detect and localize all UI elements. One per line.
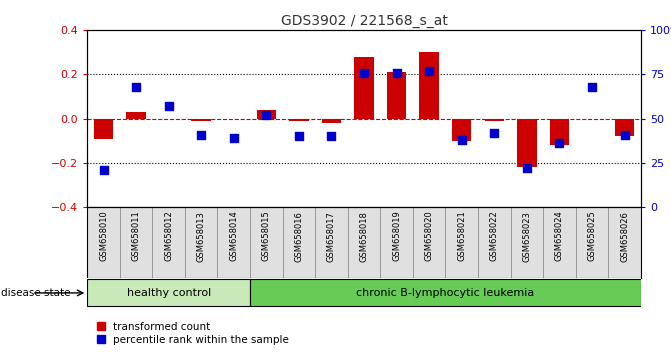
Bar [615,119,634,136]
FancyBboxPatch shape [250,279,641,307]
Text: GSM658011: GSM658011 [132,211,141,261]
Point [391,70,402,75]
Bar [386,72,407,119]
Bar [517,119,537,167]
FancyBboxPatch shape [120,207,152,278]
Text: GSM658021: GSM658021 [457,211,466,261]
Bar [191,119,211,121]
FancyBboxPatch shape [152,207,185,278]
Point [554,141,565,146]
Text: GSM658014: GSM658014 [229,211,238,261]
Point [293,133,304,139]
Legend: transformed count, percentile rank within the sample: transformed count, percentile rank withi… [93,317,293,349]
Point [424,68,435,74]
Bar [94,119,113,138]
FancyBboxPatch shape [543,207,576,278]
Bar [550,119,569,145]
FancyBboxPatch shape [87,279,250,307]
Point [196,132,207,137]
Text: GSM658025: GSM658025 [587,211,597,261]
Point [619,132,630,137]
Bar [484,119,504,121]
Text: disease state: disease state [1,288,70,298]
FancyBboxPatch shape [315,207,348,278]
FancyBboxPatch shape [380,207,413,278]
Text: GSM658019: GSM658019 [392,211,401,261]
Bar [419,52,439,119]
FancyBboxPatch shape [413,207,446,278]
Point [131,84,142,90]
Text: GSM658022: GSM658022 [490,211,499,261]
FancyBboxPatch shape [608,207,641,278]
Point [98,167,109,173]
Point [261,112,272,118]
Point [358,70,369,75]
Bar [354,57,374,119]
Text: GSM658017: GSM658017 [327,211,336,262]
FancyBboxPatch shape [446,207,478,278]
Bar [289,119,309,121]
Text: GSM658013: GSM658013 [197,211,206,262]
Point [456,137,467,143]
Bar [126,112,146,119]
Text: GSM658023: GSM658023 [522,211,531,262]
FancyBboxPatch shape [478,207,511,278]
Text: GSM658018: GSM658018 [360,211,368,262]
Point [586,84,597,90]
Bar [256,110,276,119]
FancyBboxPatch shape [576,207,608,278]
Text: GSM658016: GSM658016 [295,211,303,262]
FancyBboxPatch shape [511,207,543,278]
Text: healthy control: healthy control [127,288,211,298]
FancyBboxPatch shape [348,207,380,278]
Title: GDS3902 / 221568_s_at: GDS3902 / 221568_s_at [280,14,448,28]
Text: GSM658012: GSM658012 [164,211,173,261]
Point [521,165,532,171]
Text: GSM658024: GSM658024 [555,211,564,261]
Point [326,133,337,139]
FancyBboxPatch shape [185,207,217,278]
FancyBboxPatch shape [282,207,315,278]
Bar [452,119,472,141]
FancyBboxPatch shape [217,207,250,278]
Point [163,103,174,109]
Point [228,135,239,141]
Text: GSM658015: GSM658015 [262,211,271,261]
Text: GSM658010: GSM658010 [99,211,108,261]
Text: chronic B-lymphocytic leukemia: chronic B-lymphocytic leukemia [356,288,535,298]
Bar [321,119,342,123]
FancyBboxPatch shape [250,207,282,278]
Text: GSM658020: GSM658020 [425,211,433,261]
Text: GSM658026: GSM658026 [620,211,629,262]
FancyBboxPatch shape [87,207,120,278]
Point [489,130,500,136]
